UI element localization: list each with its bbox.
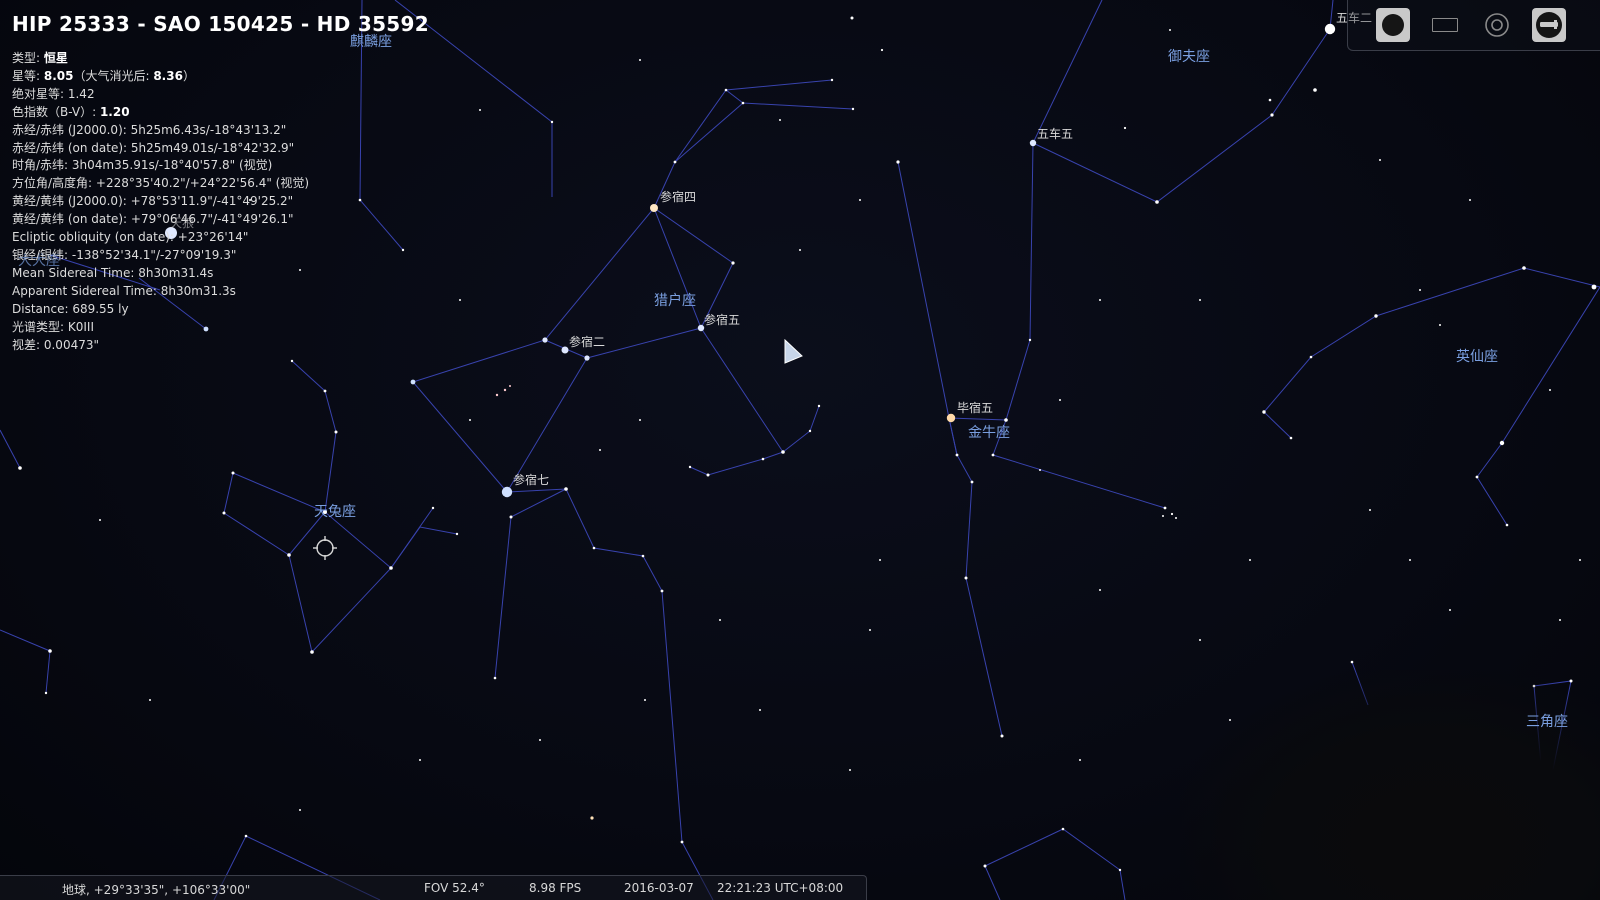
horizon-terrain xyxy=(1180,670,1600,900)
star-label-alnilam[interactable]: 参宿二 xyxy=(569,335,606,349)
constellation-label-orion[interactable]: 猎户座 xyxy=(654,293,696,309)
info-label: 方位角/高度角: xyxy=(12,176,96,191)
mouse-cursor-icon xyxy=(784,339,803,364)
star-label-aldebaran[interactable]: 毕宿五 xyxy=(957,401,994,415)
info-label: 赤经/赤纬 (J2000.0): xyxy=(12,122,131,137)
info-value: +79°06'46.7"/-41°49'26.1" xyxy=(130,212,294,227)
info-label: 星等: xyxy=(12,68,44,83)
info-label: Distance: xyxy=(12,301,73,316)
info-label: 视差: xyxy=(12,337,44,352)
info-value: 689.55 ly xyxy=(72,301,129,316)
full-disk-button[interactable] xyxy=(1376,8,1410,42)
info-row: 类型: 恒星 xyxy=(12,50,309,68)
info-value: 8h30m31.3s xyxy=(160,283,236,298)
info-extra-end: ） xyxy=(182,68,195,83)
info-extra: （大气消光后: xyxy=(73,68,154,83)
info-value: 3h04m35.91s/-18°40'57.8" (视觉) xyxy=(71,158,273,173)
object-title: HIP 25333 - SAO 150425 - HD 35592 xyxy=(12,12,429,36)
info-value: 0.00473" xyxy=(43,337,100,352)
info-extra-value: 8.36 xyxy=(153,68,183,83)
info-row: Apparent Sidereal Time: 8h30m31.3s xyxy=(12,283,309,301)
target-button[interactable] xyxy=(1480,8,1514,42)
info-label: Mean Sidereal Time: xyxy=(12,265,139,280)
constellation-label-auriga[interactable]: 御夫座 xyxy=(1168,49,1210,65)
status-bar: 地球, +29°33'35", +106°33'00" FOV 52.4° 8.… xyxy=(0,875,867,900)
info-row: 时角/赤纬: 3h04m35.91s/-18°40'57.8" (视觉) xyxy=(12,157,309,175)
fps-text: 8.98 FPS xyxy=(529,881,582,895)
info-value: 恒星 xyxy=(43,51,68,65)
info-row: Distance: 689.55 ly xyxy=(12,301,309,319)
info-row: 银经/银纬: -138°52'34.1"/-27°09'19.3" xyxy=(12,247,309,265)
time-text[interactable]: 22:21:23 UTC+08:00 xyxy=(717,881,844,895)
date-text[interactable]: 2016-03-07 xyxy=(624,881,694,895)
info-value: +78°53'11.9"/-41°49'25.2" xyxy=(130,194,294,209)
star-label-rigel[interactable]: 参宿七 xyxy=(513,473,550,487)
info-row: 方位角/高度角: +228°35'40.2"/+24°22'56.4" (视觉) xyxy=(12,175,309,193)
telescope-icon xyxy=(1536,12,1562,38)
info-row: 赤经/赤纬 (J2000.0): 5h25m6.43s/-18°43'13.2" xyxy=(12,122,309,140)
info-row: 光谱类型: K0III xyxy=(12,319,309,337)
info-row: 黄经/黄纬 (J2000.0): +78°53'11.9"/-41°49'25.… xyxy=(12,193,309,211)
info-row: Ecliptic obliquity (on date): +23°26'14" xyxy=(12,229,309,247)
info-label: 银经/银纬: xyxy=(12,247,72,262)
fov-text: FOV 52.4° xyxy=(424,881,485,895)
info-row: 视差: 0.00473" xyxy=(12,337,309,355)
info-value: 1.20 xyxy=(99,104,130,119)
info-label: 时角/赤纬: xyxy=(12,158,72,173)
info-label: 绝对星等: xyxy=(12,86,68,101)
info-row: 星等: 8.05（大气消光后: 8.36） xyxy=(12,68,309,86)
info-label: Apparent Sidereal Time: xyxy=(12,283,161,298)
info-row: 赤经/赤纬 (on date): 5h25m49.01s/-18°42'32.9… xyxy=(12,140,309,158)
constellation-label-canis-major[interactable]: 大犬座 xyxy=(18,253,60,269)
constellation-label-monoceros[interactable]: 麒麟座 xyxy=(350,34,392,50)
stars xyxy=(18,16,1597,872)
star-label-sirius[interactable]: 天狼 xyxy=(170,216,195,230)
info-row: 色指数（B-V）: 1.20 xyxy=(12,104,309,122)
star-label-elnath[interactable]: 五车五 xyxy=(1037,127,1074,141)
info-value: K0III xyxy=(67,319,94,334)
info-value: +23°26'14" xyxy=(177,230,249,245)
info-label: 光谱类型: xyxy=(12,319,68,334)
info-label: 类型: xyxy=(12,51,44,65)
info-value: 5h25m49.01s/-18°42'32.9" xyxy=(130,140,295,155)
telescope-button[interactable] xyxy=(1532,8,1566,42)
constellation-label-triangulum[interactable]: 三角座 xyxy=(1526,714,1568,730)
star-label-menkalinan[interactable]: 五车二 xyxy=(1336,11,1373,25)
info-value: +228°35'40.2"/+24°22'56.4" (视觉) xyxy=(95,176,310,191)
target-icon xyxy=(1485,13,1509,37)
info-label: 色指数（B-V）: xyxy=(12,104,100,119)
info-row: 绝对星等: 1.42 xyxy=(12,86,309,104)
full-disk-icon xyxy=(1382,14,1404,36)
constellation-label-perseus[interactable]: 英仙座 xyxy=(1456,349,1498,365)
constellation-label-lepus[interactable]: 天兔座 xyxy=(314,504,356,520)
info-row: 黄经/黄纬 (on date): +79°06'46.7"/-41°49'26.… xyxy=(12,211,309,229)
info-label: 黄经/黄纬 (J2000.0): xyxy=(12,194,131,209)
info-value: -138°52'34.1"/-27°09'19.3" xyxy=(71,247,237,262)
info-value: 1.42 xyxy=(67,86,95,101)
info-label: 黄经/黄纬 (on date): xyxy=(12,212,131,227)
selection-marker xyxy=(313,536,337,560)
info-value: 5h25m6.43s/-18°43'13.2" xyxy=(130,122,287,137)
rectangle-button[interactable] xyxy=(1428,8,1462,42)
star-label-betelgeuse[interactable]: 参宿四 xyxy=(660,190,697,204)
info-value: 8.05 xyxy=(43,68,74,83)
constellation-label-taurus[interactable]: 金牛座 xyxy=(968,425,1010,441)
top-right-toolbar xyxy=(1347,0,1600,51)
info-label: Ecliptic obliquity (on date): xyxy=(12,230,178,245)
info-value: 8h30m31.4s xyxy=(138,265,214,280)
star-label-bellatrix[interactable]: 参宿五 xyxy=(704,313,741,327)
info-row: Mean Sidereal Time: 8h30m31.4s xyxy=(12,265,309,283)
rectangle-icon xyxy=(1432,18,1458,32)
object-info-panel: 类型: 恒星 星等: 8.05（大气消光后: 8.36） 绝对星等: 1.42 色指数… xyxy=(12,50,309,354)
info-label: 赤经/赤纬 (on date): xyxy=(12,140,131,155)
location-text[interactable]: 地球, +29°33'35", +106°33'00" xyxy=(62,883,251,897)
